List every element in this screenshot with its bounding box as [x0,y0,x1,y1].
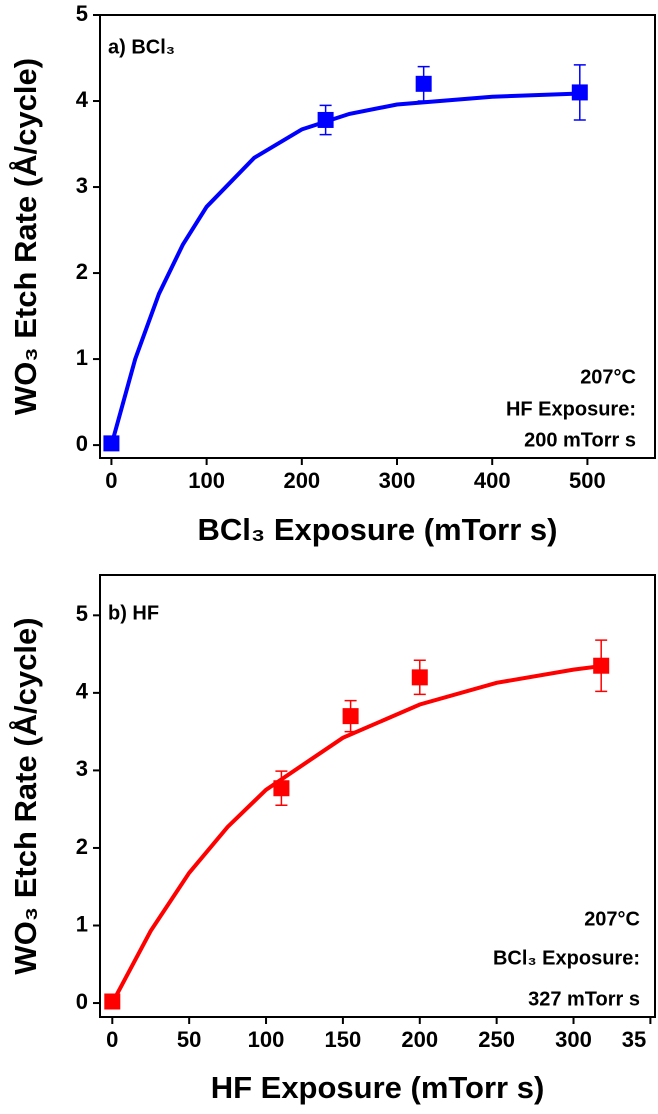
x-tick-label: 35 [622,1027,646,1052]
x-tick-label: 150 [325,1027,362,1052]
y-tick-label: 1 [76,911,88,936]
x-tick-label: 0 [106,1027,118,1052]
y-tick-label: 0 [76,989,88,1014]
y-tick-label: 4 [76,679,89,704]
fit-curve [109,91,588,446]
y-tick-label: 3 [76,756,88,781]
y-tick-label: 2 [76,259,88,284]
x-tick-label: 0 [105,468,117,493]
x-axis-label: HF Exposure (mTorr s) [211,1070,545,1105]
annotation: 207°C [584,908,640,930]
y-tick-label: 3 [76,173,88,198]
y-tick-label: 0 [76,431,88,456]
data-point [571,84,588,101]
x-tick-label: 100 [248,1027,285,1052]
plot-frame [99,14,656,459]
x-tick-label: 250 [478,1027,515,1052]
x-tick-label: 100 [188,468,225,493]
data-point [342,708,359,725]
y-tick-label: 4 [76,87,89,112]
y-tick-label: 5 [76,1,88,26]
data-point [273,780,290,797]
data-point [415,75,432,92]
data-point [593,657,610,674]
x-tick-label: 500 [569,468,606,493]
x-tick-label: 200 [283,468,320,493]
fit-curve [110,663,605,1004]
y-tick-label: 2 [76,834,88,859]
annotation: BCl₃ Exposure: [493,947,640,969]
data-point [104,993,121,1010]
annotation: 327 mTorr s [528,988,640,1010]
y-axis-label: WO₃ Etch Rate (Å/cycle) [8,58,43,415]
plot-frame [99,574,656,1018]
x-tick-label: 300 [555,1027,592,1052]
y-tick-label: 5 [76,601,88,626]
annotation: HF Exposure: [506,398,636,420]
x-tick-label: 400 [474,468,511,493]
x-tick-label: 50 [177,1027,201,1052]
x-tick-label: 200 [401,1027,438,1052]
data-point [103,435,120,452]
annotation: 207°C [580,366,636,388]
data-point [317,111,334,128]
data-point [411,669,428,686]
y-axis-label: WO₃ Etch Rate (Å/cycle) [8,617,43,974]
annotation: b) HF [108,602,159,624]
annotation: a) BCl₃ [108,36,175,58]
x-tick-label: 300 [379,468,416,493]
y-tick-label: 1 [76,345,88,370]
x-axis-label: BCl₃ Exposure (mTorr s) [198,512,558,547]
annotation: 200 mTorr s [524,429,636,451]
